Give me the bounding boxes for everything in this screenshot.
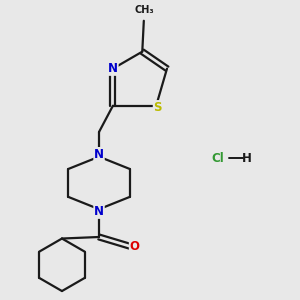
Text: N: N <box>94 148 104 161</box>
Text: N: N <box>108 62 118 75</box>
Text: CH₃: CH₃ <box>134 5 154 15</box>
Text: S: S <box>154 101 162 114</box>
Text: N: N <box>94 205 104 218</box>
Text: O: O <box>130 240 140 253</box>
Text: Cl: Cl <box>212 152 224 165</box>
Text: H: H <box>242 152 252 165</box>
